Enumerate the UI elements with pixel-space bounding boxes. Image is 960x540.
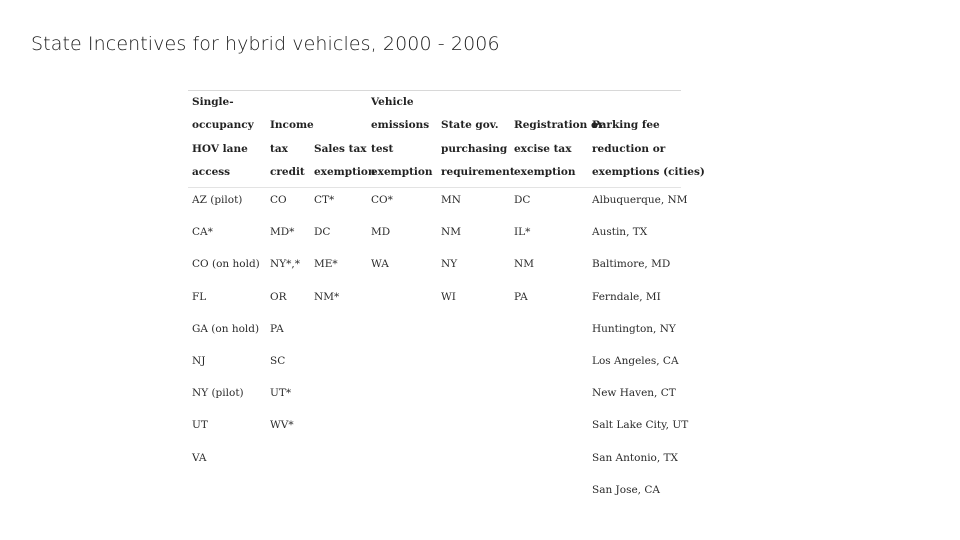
column-header-line: exemption [371, 165, 433, 178]
table-cell: CO (on hold) [192, 258, 260, 271]
table-cell: UT [192, 419, 208, 432]
top-rule [188, 90, 681, 91]
table-cell: GA (on hold) [192, 322, 260, 335]
column-header-line: HOV lane [192, 142, 248, 155]
column-header-line: credit [270, 165, 305, 178]
table-cell: PA [270, 322, 284, 335]
table-cell: CO* [371, 194, 393, 206]
table-cell: NY [441, 258, 458, 271]
table-cell: WI [441, 290, 456, 303]
table-cell: NY (pilot) [192, 387, 244, 400]
table-cell: Los Angeles, CA [592, 355, 679, 367]
table-cell: DC [514, 194, 531, 206]
incentives-table: Single-occupancy HOV lane access Income tax c… [188, 90, 705, 510]
column-header-line: reduction or [592, 142, 666, 155]
table-cell: San Antonio, TX [592, 451, 679, 464]
column-header-line: purchasing [441, 142, 508, 155]
column-header-line: access [192, 165, 231, 178]
column-header-line: excise tax [514, 142, 572, 155]
table-cell: NM [441, 226, 461, 239]
table-cell: UT* [270, 387, 292, 400]
table-header: Single-occupancy HOV lane access Income tax c… [188, 96, 705, 188]
column-header-line: requirement [441, 165, 515, 178]
table-cell: MD* [270, 226, 295, 239]
column-header-line: tax [270, 142, 288, 155]
table-cell: PA [514, 290, 528, 303]
column-header-line: exemption [514, 165, 576, 178]
slide-title: State Incentives for hybrid vehicles, 20… [31, 33, 500, 55]
table-cell: New Haven, CT [592, 387, 676, 400]
table-cell: WA [371, 258, 389, 271]
table-cell: NY*,* [270, 258, 300, 271]
table-cell: CO [270, 194, 287, 206]
table-cell: Baltimore, MD [592, 258, 671, 271]
table-cell: NM* [314, 290, 340, 303]
column-header-line: Parking fee [592, 119, 660, 132]
table-cell: Salt Lake City, UT [592, 419, 689, 432]
table-cell: Ferndale, MI [592, 290, 661, 303]
header-rule [188, 187, 681, 188]
column-header-line: exemptions (cities) [592, 165, 705, 178]
table-cell: FL [192, 290, 207, 303]
column-header-line: Single- [192, 96, 234, 108]
column-header-line: emissions [371, 119, 430, 132]
table-cell: MN [441, 194, 461, 206]
table-cell: ME* [314, 258, 338, 271]
column-header-line: exemption [314, 165, 376, 178]
column-header-line: test [371, 142, 394, 155]
table-cell: OR [270, 290, 287, 303]
table-cell: SC [270, 355, 286, 367]
table-cell: Austin, TX [592, 226, 648, 239]
column-header-line: occupancy [192, 119, 254, 132]
table-cell: WV* [270, 419, 294, 432]
table-cell: Albuquerque, NM [592, 194, 688, 206]
column-header-line: Vehicle [371, 96, 414, 108]
column-header-line: Income [270, 119, 314, 132]
table-cell: IL* [514, 226, 531, 239]
table-cell: Huntington, NY [592, 322, 676, 335]
column-header-line: Registration or [514, 119, 604, 132]
table-cell: CA* [192, 226, 213, 239]
table-cell: VA [192, 451, 207, 464]
column-header-line: State gov. [441, 119, 499, 132]
table-cell: CT* [314, 194, 335, 206]
table-cell: NJ [192, 355, 206, 367]
table-cell: San Jose, CA [592, 483, 660, 496]
column-header-line: Sales tax [314, 142, 367, 155]
table-cell: NM [514, 258, 534, 271]
table-cell: MD [371, 226, 391, 239]
table-cell: DC [314, 226, 331, 239]
table-cell: AZ (pilot) [192, 194, 243, 206]
